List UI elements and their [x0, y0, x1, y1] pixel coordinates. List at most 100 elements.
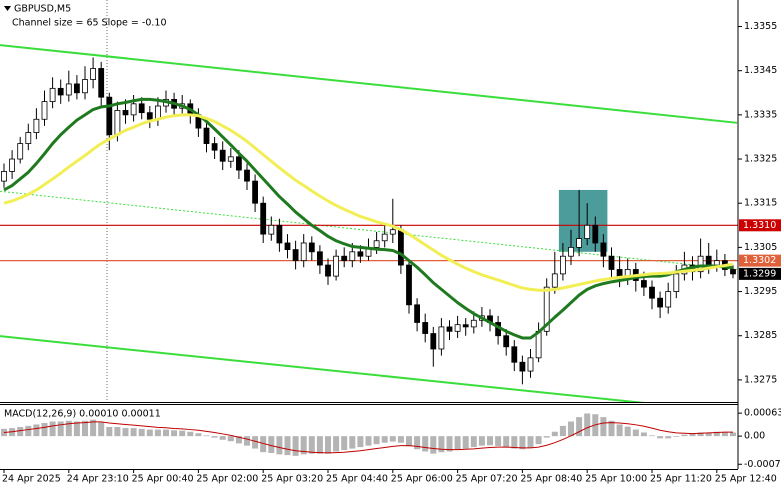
macd-bar — [308, 436, 315, 454]
y-tick-label: 1.3335 — [744, 109, 777, 120]
x-tick-label: 24 Apr 23:10 — [67, 474, 129, 485]
macd-bar — [397, 436, 404, 443]
macd-bar — [349, 436, 356, 449]
candle-body — [560, 255, 566, 275]
macd-bar — [25, 425, 32, 437]
moving-average — [3, 97, 734, 340]
x-tick-label: 25 Apr 07:20 — [456, 474, 518, 485]
price-level-label: 1.3299 — [743, 268, 776, 279]
main-panel — [0, 44, 738, 402]
candle-body — [397, 229, 404, 266]
candle-body — [600, 242, 607, 257]
y-tick-label: 0.00 — [744, 431, 765, 442]
candle-body — [641, 280, 647, 288]
macd-bar — [414, 436, 421, 450]
macd-bar — [341, 436, 348, 451]
macd-bar — [665, 436, 672, 439]
macd-bar — [568, 421, 574, 437]
macd-bar — [325, 436, 331, 454]
labels: GBPUSD,M5 Channel size = 65 Slope = -0.1… — [4, 4, 167, 420]
macd-bar — [106, 427, 113, 437]
candle-body — [543, 286, 550, 332]
candle-body — [9, 158, 16, 172]
candle-body — [357, 251, 364, 257]
candle-body — [519, 361, 526, 372]
macd-bar — [333, 436, 340, 452]
macd-bar — [268, 436, 275, 453]
x-tick-label: 25 Apr 04:40 — [326, 474, 388, 485]
chart-title: GBPUSD,M5 — [14, 4, 71, 15]
macd-bar — [260, 436, 267, 453]
candle-body — [1, 171, 7, 182]
candle-body — [122, 110, 129, 116]
macd-bar — [624, 426, 631, 437]
candle-body — [98, 68, 105, 98]
candle-body — [114, 110, 121, 136]
candle-body — [511, 346, 518, 363]
macd-bar — [114, 427, 121, 437]
macd-bar — [406, 436, 412, 447]
candle-body — [730, 269, 736, 275]
macd-bar — [300, 436, 307, 455]
candle-body — [430, 333, 437, 350]
candle-body — [203, 127, 210, 144]
macd-bar — [284, 436, 291, 456]
candle-body — [25, 132, 32, 144]
candle-body — [406, 264, 412, 306]
candle-body — [41, 101, 48, 120]
macd-bar — [608, 420, 615, 437]
candle-body — [341, 255, 348, 262]
macd-bar — [640, 432, 647, 437]
macd-bar — [292, 436, 299, 456]
macd-bar — [65, 420, 72, 437]
macd-bar — [389, 436, 396, 442]
price-level-box — [739, 254, 781, 267]
macd-bar — [446, 436, 453, 452]
candle-body — [503, 335, 510, 348]
candle-body — [616, 269, 623, 277]
candle-body — [17, 143, 24, 160]
macd-bar — [41, 422, 48, 437]
candle-body — [57, 87, 64, 96]
macd-bar — [697, 432, 704, 437]
macd-bar — [430, 436, 437, 454]
macd-bar — [146, 429, 153, 437]
macd-bar — [187, 431, 194, 437]
x-tick-label: 24 Apr 2025 — [2, 474, 61, 485]
candle-body — [446, 326, 453, 332]
macd-bar — [373, 436, 380, 445]
x-tick-label: 25 Apr 12:40 — [715, 474, 777, 485]
candle-body — [527, 357, 534, 372]
candle-body — [414, 304, 421, 323]
macd-bar — [73, 421, 80, 437]
candle-body — [252, 180, 259, 204]
candle-body — [657, 297, 663, 308]
macd-bar — [381, 436, 388, 443]
candle-body — [276, 224, 283, 244]
macd-bar — [154, 429, 161, 437]
macd-bar — [252, 436, 259, 449]
candle-body — [106, 96, 113, 136]
macd-bar — [657, 436, 664, 439]
macd-bar — [730, 432, 736, 437]
candle-body — [308, 242, 315, 253]
macd-bar — [559, 425, 566, 437]
candle-body — [74, 83, 80, 94]
candle-body — [300, 242, 307, 262]
candle-body — [90, 68, 96, 80]
macd-bar — [543, 436, 550, 438]
macd-bar — [616, 424, 623, 437]
macd-bar — [454, 436, 461, 451]
macd-bar — [527, 436, 534, 448]
macd-bar — [219, 436, 226, 440]
macd-bar — [17, 427, 24, 437]
macd-bar — [721, 432, 728, 437]
candle-body — [568, 246, 574, 257]
menu-triangle — [4, 6, 11, 11]
macd-bar — [470, 436, 477, 448]
macd-bar — [244, 436, 250, 446]
macd-bar — [649, 435, 655, 437]
macd-bar — [632, 429, 639, 437]
macd-bar — [49, 421, 56, 437]
